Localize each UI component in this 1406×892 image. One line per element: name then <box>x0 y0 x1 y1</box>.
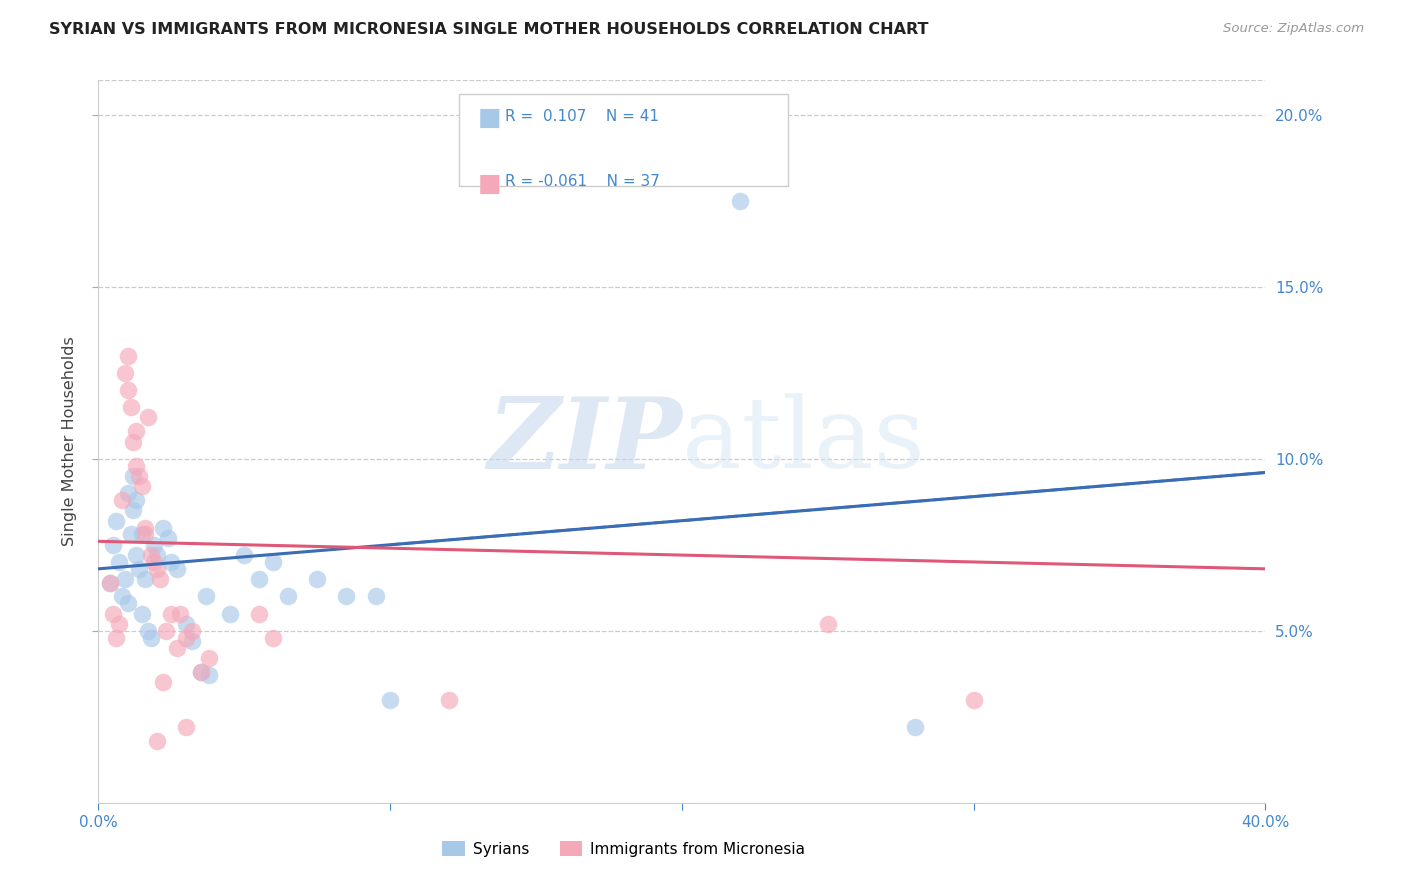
Point <box>136 410 159 425</box>
Point <box>262 555 284 569</box>
Point <box>139 548 162 562</box>
Point <box>114 572 136 586</box>
Point <box>131 527 153 541</box>
Point <box>120 527 142 541</box>
Point <box>160 555 183 569</box>
Point <box>817 616 839 631</box>
Point <box>111 493 134 508</box>
Point <box>134 572 156 586</box>
Point <box>101 607 124 621</box>
Point <box>247 607 270 621</box>
Point <box>142 538 165 552</box>
Text: ZIP: ZIP <box>486 393 682 490</box>
Point <box>98 575 121 590</box>
Point <box>195 590 218 604</box>
Point <box>146 548 169 562</box>
Point <box>437 692 460 706</box>
Text: ■: ■ <box>477 106 501 130</box>
Point <box>335 590 357 604</box>
Point <box>380 692 402 706</box>
Point <box>180 624 202 638</box>
Point <box>730 194 752 208</box>
Point <box>125 548 148 562</box>
Point <box>160 607 183 621</box>
Point <box>180 634 202 648</box>
Point <box>157 531 180 545</box>
Point <box>146 734 169 748</box>
Point <box>190 665 212 679</box>
Legend: Syrians, Immigrants from Micronesia: Syrians, Immigrants from Micronesia <box>441 840 806 856</box>
Point <box>104 514 127 528</box>
Point <box>218 607 240 621</box>
Text: R =  0.107    N = 41: R = 0.107 N = 41 <box>505 109 659 124</box>
Point <box>114 366 136 380</box>
Text: Source: ZipAtlas.com: Source: ZipAtlas.com <box>1223 22 1364 36</box>
Point <box>166 562 188 576</box>
Point <box>98 575 121 590</box>
Point <box>111 590 134 604</box>
Point <box>174 631 197 645</box>
Point <box>307 572 329 586</box>
Point <box>166 640 188 655</box>
Point <box>128 469 150 483</box>
Point <box>262 631 284 645</box>
Point <box>904 720 927 734</box>
Point <box>364 590 387 604</box>
Point <box>131 607 153 621</box>
Point <box>108 616 131 631</box>
Point <box>117 486 139 500</box>
Point <box>117 383 139 397</box>
Point <box>122 434 145 449</box>
Point <box>122 503 145 517</box>
Y-axis label: Single Mother Households: Single Mother Households <box>62 336 77 547</box>
Point <box>146 562 169 576</box>
Point <box>247 572 270 586</box>
Text: R = -0.061    N = 37: R = -0.061 N = 37 <box>505 174 661 189</box>
Point <box>125 458 148 473</box>
Point <box>134 520 156 534</box>
Point <box>174 616 197 631</box>
Text: SYRIAN VS IMMIGRANTS FROM MICRONESIA SINGLE MOTHER HOUSEHOLDS CORRELATION CHART: SYRIAN VS IMMIGRANTS FROM MICRONESIA SIN… <box>49 22 929 37</box>
Point <box>233 548 256 562</box>
Point <box>122 469 145 483</box>
Point <box>198 651 221 665</box>
Point <box>139 631 162 645</box>
Point <box>149 572 172 586</box>
Point <box>104 631 127 645</box>
Point <box>152 520 174 534</box>
Point <box>190 665 212 679</box>
Point <box>962 692 984 706</box>
Point <box>134 527 156 541</box>
Point <box>108 555 131 569</box>
Point <box>128 562 150 576</box>
Text: ■: ■ <box>477 171 501 195</box>
Point <box>117 596 139 610</box>
Point <box>142 555 165 569</box>
Point <box>136 624 159 638</box>
Point <box>174 720 197 734</box>
Point <box>101 538 124 552</box>
Point <box>120 400 142 414</box>
Point <box>125 493 148 508</box>
Point <box>169 607 191 621</box>
Point <box>198 668 221 682</box>
Point <box>125 424 148 438</box>
Point <box>131 479 153 493</box>
Point <box>117 349 139 363</box>
Point <box>277 590 299 604</box>
Text: atlas: atlas <box>682 393 925 490</box>
Point <box>155 624 177 638</box>
Point <box>152 675 174 690</box>
